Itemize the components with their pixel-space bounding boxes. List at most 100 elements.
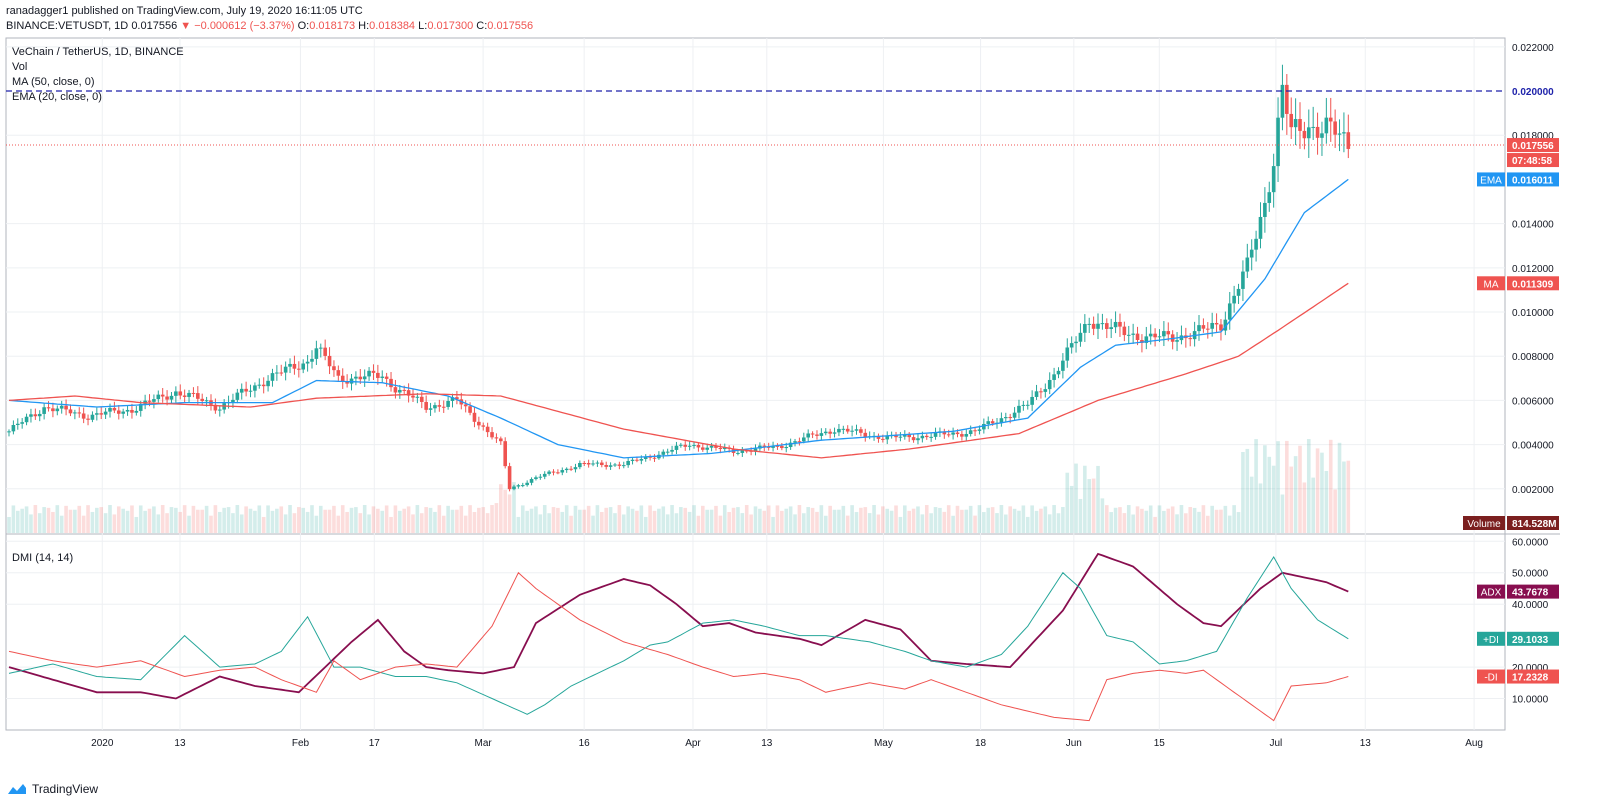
volume-bar xyxy=(946,505,951,533)
candle-body xyxy=(156,394,161,400)
volume-bar xyxy=(1017,510,1021,533)
candle-body xyxy=(705,447,709,450)
volume-bar xyxy=(217,511,222,533)
legend-ma[interactable]: MA (50, close, 0) xyxy=(12,76,95,88)
volume-bar xyxy=(1298,445,1302,533)
candle-body xyxy=(46,407,51,409)
volume-bar xyxy=(182,505,187,533)
candle-body xyxy=(305,361,310,364)
legend-dmi[interactable]: DMI (14, 14) xyxy=(12,552,74,564)
candle-body xyxy=(362,376,367,380)
candle-body xyxy=(898,436,903,438)
last-price-badge-text: 0.017556 xyxy=(1512,141,1554,152)
volume-bar xyxy=(433,511,437,533)
candle-body xyxy=(125,409,130,412)
candle-body xyxy=(174,391,178,396)
candle-body xyxy=(1008,417,1012,419)
volume-bar xyxy=(1170,506,1175,533)
volume-bar xyxy=(841,505,846,533)
candle-body xyxy=(859,429,863,433)
volume-bar xyxy=(455,509,459,533)
volume-bar xyxy=(112,514,117,533)
candle-body xyxy=(1324,117,1329,134)
candle-body xyxy=(1003,417,1008,419)
volume-bar xyxy=(881,506,885,533)
volume-bar xyxy=(200,509,205,533)
candle-body xyxy=(204,400,209,402)
volume-bar xyxy=(165,513,169,533)
candle-body xyxy=(665,451,670,453)
low-value: 0.017300 xyxy=(427,20,474,32)
candle-body xyxy=(380,376,385,378)
volume-bar xyxy=(806,507,810,533)
volume-badge-tag-bg xyxy=(1463,516,1505,530)
volume-bar xyxy=(301,507,306,533)
volume-bar xyxy=(542,505,547,533)
volume-bar xyxy=(1003,514,1008,533)
candle-body xyxy=(169,395,174,400)
volume-bar xyxy=(933,507,938,533)
candle-body xyxy=(863,432,868,437)
volume-bar xyxy=(832,509,837,533)
time-tick-label: 16 xyxy=(579,738,591,749)
candle-body xyxy=(55,408,60,412)
volume-bar xyxy=(1065,472,1070,533)
volume-bar xyxy=(793,514,797,533)
open-value: 0.018173 xyxy=(309,20,356,32)
volume-bar xyxy=(1197,511,1201,533)
resistance-badge-text: 0.020000 xyxy=(1512,87,1554,98)
volume-bar xyxy=(872,505,876,533)
volume-bar xyxy=(349,507,354,533)
dmi-tick-label: 40.0000 xyxy=(1512,600,1549,611)
volume-bar xyxy=(7,517,11,533)
axes: 0.022000 0.018000 0.014000 0.012000 0.010000… xyxy=(91,43,1559,749)
volume-bar xyxy=(485,513,490,533)
volume-bar xyxy=(134,516,139,533)
volume-bar xyxy=(617,505,622,533)
candle-body xyxy=(134,410,139,413)
candle-body xyxy=(15,423,20,425)
candle-body xyxy=(437,405,442,407)
time-tick-label: 18 xyxy=(975,738,987,749)
candle-body xyxy=(542,473,547,477)
time-tick-label: 13 xyxy=(174,738,186,749)
candle-body xyxy=(982,423,986,430)
ema-line xyxy=(8,178,1349,459)
volume-bar xyxy=(103,513,108,533)
volume-bar xyxy=(990,507,995,533)
cloud-logo-icon xyxy=(8,784,26,794)
candle-body xyxy=(564,468,569,471)
price-tick-label: 0.008000 xyxy=(1512,352,1554,363)
volume-bar xyxy=(894,505,898,533)
candle-body xyxy=(1293,119,1298,128)
volume-bar xyxy=(1166,508,1171,533)
chart-title[interactable]: VeChain / TetherUS, 1D, BINANCE xyxy=(12,46,184,58)
time-tick-label: Jun xyxy=(1066,738,1082,749)
legend-vol[interactable]: Vol xyxy=(12,61,28,73)
volume-bar xyxy=(15,510,20,533)
volume-bar xyxy=(310,505,314,533)
candle-body xyxy=(547,471,551,474)
tradingview-logo[interactable]: TradingView xyxy=(6,782,98,796)
candle-body xyxy=(42,407,46,414)
volume-bar xyxy=(73,509,77,533)
legend-ema[interactable]: EMA (20, close, 0) xyxy=(12,91,102,103)
candle-body xyxy=(828,431,832,434)
volume-bar xyxy=(788,506,793,533)
volume-bar xyxy=(1140,508,1144,533)
dmi-tick-label: 10.0000 xyxy=(1512,695,1549,706)
candle-body xyxy=(718,447,723,450)
volume-bar xyxy=(977,505,982,533)
candle-body xyxy=(810,433,815,435)
volume-bar xyxy=(854,512,859,533)
volume-bar xyxy=(643,516,648,533)
volume-bar xyxy=(683,507,688,533)
candle-body xyxy=(538,476,543,478)
volume-bar xyxy=(503,489,508,533)
volume-bar xyxy=(226,507,231,533)
candle-body xyxy=(275,372,279,374)
candle-body xyxy=(68,409,73,414)
candle-body xyxy=(266,380,270,387)
volume-bar xyxy=(406,506,411,533)
